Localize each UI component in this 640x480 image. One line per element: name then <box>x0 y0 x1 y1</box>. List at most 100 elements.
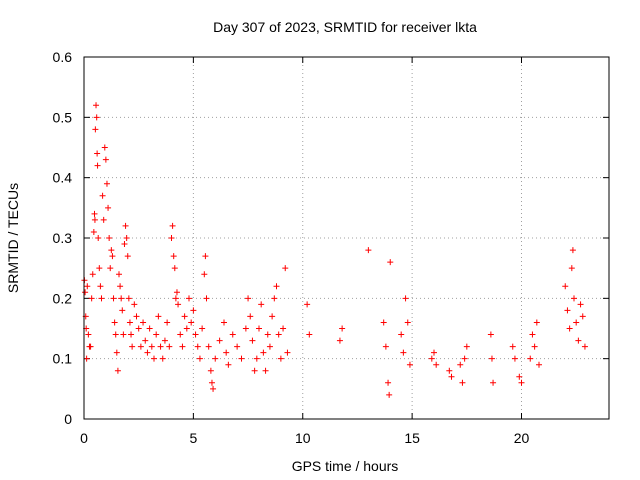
data-point <box>159 355 166 362</box>
data-point <box>181 313 188 320</box>
data-point <box>186 295 192 302</box>
data-point <box>304 301 311 308</box>
data-point <box>192 331 199 338</box>
y-axis-label: SRMTID / TECUs <box>5 183 21 293</box>
data-point <box>229 331 236 338</box>
data-point <box>96 265 103 272</box>
data-point <box>336 337 343 344</box>
data-point <box>385 379 392 386</box>
data-point <box>264 331 271 338</box>
data-point <box>93 102 100 109</box>
data-point <box>516 373 523 380</box>
data-point <box>387 259 394 266</box>
data-point <box>169 222 176 229</box>
data-point <box>221 319 227 326</box>
data-point <box>266 343 273 350</box>
data-point <box>275 331 282 338</box>
data-point <box>216 337 223 344</box>
data-point <box>194 343 201 350</box>
data-point <box>108 247 115 254</box>
data-point <box>89 271 96 278</box>
data-point <box>518 379 525 386</box>
data-point <box>91 216 98 223</box>
data-point <box>205 343 212 350</box>
data-point <box>122 222 129 229</box>
data-point <box>173 289 180 296</box>
data-point <box>238 355 245 362</box>
data-point <box>461 355 468 362</box>
data-point <box>105 204 112 211</box>
data-point <box>463 343 470 350</box>
data-point <box>126 319 133 326</box>
data-point <box>170 253 177 260</box>
data-point <box>135 325 142 332</box>
data-point <box>123 235 130 241</box>
data-point <box>223 349 230 356</box>
data-point <box>406 361 413 368</box>
data-point <box>107 265 114 272</box>
data-point <box>201 271 208 278</box>
data-point <box>137 343 144 350</box>
data-point <box>284 349 291 356</box>
data-point <box>511 355 518 362</box>
data-point <box>533 319 540 326</box>
data-point <box>161 337 168 344</box>
data-point <box>253 355 260 362</box>
data-point <box>144 349 151 356</box>
data-point <box>93 114 100 121</box>
data-point <box>459 379 466 386</box>
data-point <box>84 283 91 290</box>
data-point <box>208 379 215 386</box>
y-tick-label: 0.3 <box>53 230 73 246</box>
data-point <box>83 355 90 362</box>
data-point <box>398 331 405 338</box>
data-point <box>124 253 131 260</box>
x-tick-label: 10 <box>295 430 311 446</box>
data-point <box>166 343 173 350</box>
data-point <box>119 307 126 314</box>
data-point <box>573 319 580 326</box>
data-point <box>90 228 97 235</box>
data-point <box>529 331 536 338</box>
data-point <box>88 295 95 302</box>
data-point <box>110 295 117 302</box>
data-point <box>111 319 118 326</box>
x-tick-label: 0 <box>80 430 88 446</box>
data-point <box>306 331 313 338</box>
data-point <box>140 319 147 326</box>
data-point <box>249 337 256 344</box>
data-point <box>196 355 203 362</box>
data-point <box>125 295 132 302</box>
data-point <box>102 156 109 163</box>
data-point <box>183 325 190 332</box>
data-point <box>433 361 440 368</box>
data-point <box>94 162 101 169</box>
data-point <box>282 265 289 272</box>
data-point <box>168 235 175 241</box>
data-point <box>400 349 407 356</box>
data-point <box>571 295 577 302</box>
data-point <box>82 289 89 296</box>
data-point <box>262 367 269 374</box>
data-point <box>277 355 284 362</box>
data-point <box>129 343 136 350</box>
data-point <box>199 325 206 332</box>
y-tick-label: 0.2 <box>53 290 73 306</box>
data-point <box>190 307 197 314</box>
data-point <box>94 150 101 157</box>
data-point <box>175 301 182 308</box>
data-point <box>92 126 99 133</box>
data-point <box>118 295 125 302</box>
data-point <box>428 355 435 362</box>
y-tick-label: 0 <box>64 411 72 427</box>
data-point <box>386 391 393 398</box>
data-point <box>128 331 135 338</box>
data-point <box>113 349 120 356</box>
data-point <box>245 295 252 302</box>
data-point <box>87 343 94 350</box>
data-point <box>581 343 588 350</box>
data-point <box>133 313 140 320</box>
data-point <box>146 325 153 332</box>
data-point <box>569 247 576 254</box>
